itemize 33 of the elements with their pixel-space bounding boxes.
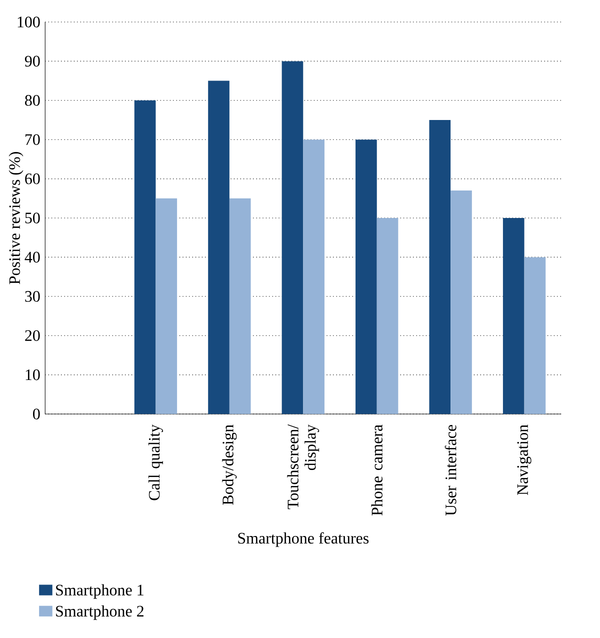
y-tick-label: 60 xyxy=(25,173,40,184)
bar xyxy=(156,198,178,414)
bar xyxy=(376,218,398,414)
x-tick-label: Call quality xyxy=(148,424,163,500)
legend-label: Smartphone 1 xyxy=(56,584,144,599)
y-tick-label: 100 xyxy=(18,16,40,28)
legend-label: Smartphone 2 xyxy=(56,605,144,620)
x-tick-label: Navigation xyxy=(517,424,532,496)
x-tick-label: Body/design xyxy=(222,424,237,505)
bar xyxy=(502,218,524,414)
y-tick-label: 10 xyxy=(26,369,40,380)
bar xyxy=(282,61,304,414)
x-tick-label: Touchscreen/ display xyxy=(287,424,320,510)
y-tick-label: 50 xyxy=(25,212,40,224)
bar xyxy=(524,257,546,414)
y-tick-label: 20 xyxy=(25,330,40,341)
x-tick-label: Phone camera xyxy=(371,424,382,516)
bar xyxy=(450,190,472,414)
y-axis-title: Positive reviews (%) xyxy=(8,152,24,284)
bar xyxy=(229,198,251,414)
bar xyxy=(208,80,230,414)
y-tick-label: 40 xyxy=(24,252,40,263)
y-tick-label: 70 xyxy=(25,134,40,145)
x-axis-title: Smartphone features xyxy=(238,532,369,547)
y-tick-label: 90 xyxy=(24,56,40,67)
bar xyxy=(134,100,156,414)
y-tick-label: 0 xyxy=(33,408,40,420)
y-tick-label: 80 xyxy=(25,94,40,106)
x-tick-label: User interface xyxy=(444,424,456,516)
bar xyxy=(429,120,451,414)
y-tick-label: 30 xyxy=(25,290,40,302)
bar xyxy=(356,140,377,414)
bar xyxy=(303,140,324,414)
